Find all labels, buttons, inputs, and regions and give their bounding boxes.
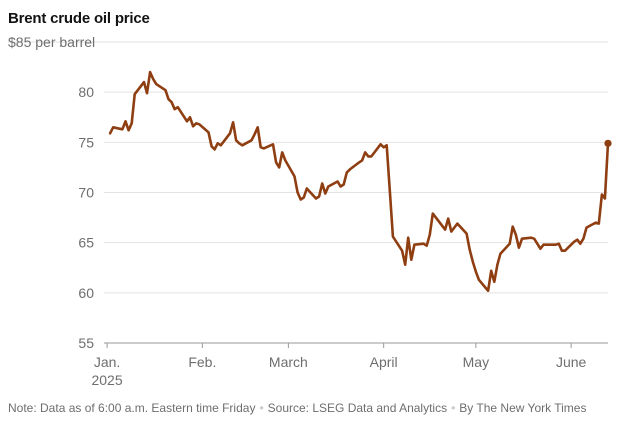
y-tick-label-75: 75: [78, 134, 94, 150]
chart-plot: $85 per barrel 55 60 65 70 75 80 Jan. 2025 Feb. M…: [8, 34, 612, 388]
x-axis: Jan. 2025 Feb. March April May June: [91, 343, 587, 388]
footer-note: Note: Data as of 6:00 a.m. Eastern time …: [8, 401, 256, 415]
y-tick-label-70: 70: [78, 185, 94, 201]
chart-title: Brent crude oil price: [8, 10, 150, 27]
gridlines: [8, 41, 608, 344]
x-tick-label-may: May: [463, 354, 489, 370]
footer-source: Source: LSEG Data and Analytics: [267, 401, 448, 415]
x-tick-label-april: April: [370, 354, 398, 370]
series-line-layer: [108, 70, 612, 293]
x-tick-label-june: June: [556, 354, 587, 370]
footer-separator-dot: •: [259, 401, 264, 415]
footer-separator-dot: •: [451, 401, 456, 415]
y-tick-label-55: 55: [78, 335, 94, 351]
footer: Note: Data as of 6:00 a.m. Eastern time …: [8, 401, 586, 415]
x-tick-label-jan: Jan.: [94, 354, 120, 370]
x-tick-label-feb: Feb.: [188, 354, 216, 370]
y-tick-label-60: 60: [78, 285, 94, 301]
y-tick-label-80: 80: [78, 84, 94, 100]
footer-credit: By The New York Times: [459, 401, 587, 415]
y-unit-label: $85 per barrel: [8, 34, 95, 50]
last-value-marker: [604, 139, 612, 147]
y-tick-label-65: 65: [78, 235, 94, 251]
x-tick-label-march: March: [269, 354, 308, 370]
x-tick-sublabel-year: 2025: [91, 372, 122, 388]
series-line: [108, 70, 610, 293]
y-axis-labels: $85 per barrel 55 60 65 70 75 80: [8, 34, 95, 351]
